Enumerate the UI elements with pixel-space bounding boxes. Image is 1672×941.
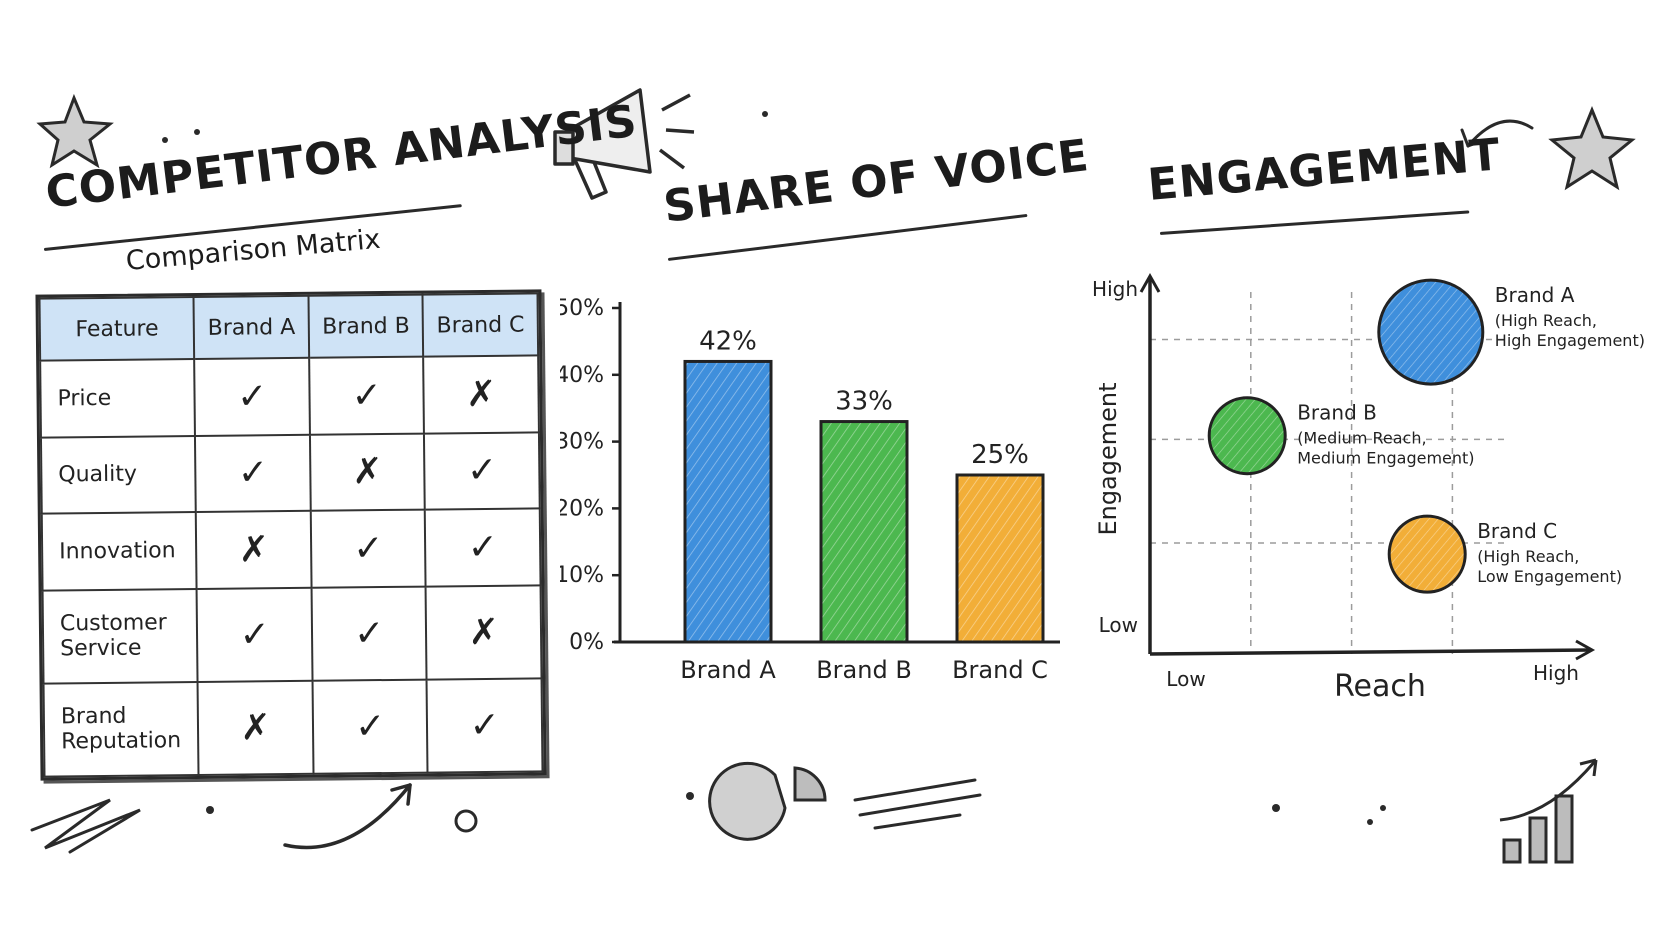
bubble-brand-a xyxy=(1377,278,1485,386)
table-row: Brand Reputation ✗ ✓ ✓ xyxy=(43,678,543,777)
megaphone-icon xyxy=(553,88,695,200)
bubble-label: Brand A xyxy=(1495,283,1575,307)
table-row: Price ✓ ✓ ✗ xyxy=(40,355,539,438)
x-axis-title: Reach xyxy=(1334,669,1426,704)
column-header-brand-a: Brand A xyxy=(193,295,310,360)
feature-cell: Innovation xyxy=(41,512,197,591)
bubble-label: Brand C xyxy=(1477,519,1557,543)
x-axis-arrow xyxy=(1575,639,1596,661)
x-axis xyxy=(1149,648,1591,656)
y-tick-label-low: Low xyxy=(1099,613,1138,637)
category-label: Brand C xyxy=(952,656,1048,684)
y-tick-label: 40% xyxy=(560,363,604,388)
bar-value-label: 33% xyxy=(835,387,893,417)
bubble-note: High Engagement) xyxy=(1495,331,1645,350)
bar-brand-b xyxy=(819,420,909,644)
star-icon xyxy=(36,93,114,169)
mark-cell: ✓ xyxy=(310,509,426,588)
y-tick-label: 50% xyxy=(560,296,604,321)
star-icon xyxy=(1548,106,1636,191)
feature-cell: Quality xyxy=(40,435,197,514)
feature-cell: Brand Reputation xyxy=(43,681,199,777)
bar-brand-c xyxy=(955,473,1045,644)
table-row: Quality ✓ ✗ ✓ xyxy=(40,432,540,514)
mark-cell: ✗ xyxy=(309,433,426,512)
engagement-bubble-chart: High Low Low High Reach Engagement Brand A (Hig… xyxy=(1092,272,1645,704)
circle-doodle xyxy=(454,809,478,833)
feature-cell: Customer Service xyxy=(42,588,198,684)
y-tick-label: 30% xyxy=(560,430,604,455)
comparison-matrix-table: Feature Brand A Brand B Brand C Price ✓ … xyxy=(35,289,547,781)
bubble-note: (Medium Reach, xyxy=(1297,429,1426,448)
mark-cell: ✓ xyxy=(425,508,541,587)
y-axis-title: Engagement xyxy=(1094,382,1122,535)
bubble-brand-c xyxy=(1387,514,1467,594)
bubble-note: (High Reach, xyxy=(1495,311,1597,330)
mark-cell: ✗ xyxy=(425,585,542,680)
bubble-label: Brand B xyxy=(1297,401,1377,425)
x-tick-label-high: High xyxy=(1533,661,1579,685)
y-tick-label: 10% xyxy=(560,563,604,588)
table-row: Customer Service ✓ ✓ ✗ xyxy=(42,585,542,684)
mark-cell: ✓ xyxy=(196,587,313,682)
table-header-row: Feature Brand A Brand B Brand C xyxy=(39,293,539,361)
column-header-brand-c: Brand C xyxy=(422,293,539,357)
mark-cell: ✓ xyxy=(426,678,543,773)
bubble-note: Medium Engagement) xyxy=(1297,449,1474,468)
bar-value-label: 25% xyxy=(971,440,1029,470)
x-tick-label-low: Low xyxy=(1166,667,1205,691)
column-header-feature: Feature xyxy=(39,297,195,361)
mark-cell: ✓ xyxy=(195,434,311,513)
bar-brand-a xyxy=(683,359,773,644)
scribble-icon xyxy=(30,798,141,854)
bubble-note: Low Engagement) xyxy=(1477,567,1622,586)
y-tick-label: 0% xyxy=(569,630,604,655)
category-label: Brand A xyxy=(680,656,776,684)
bubble-brand-b xyxy=(1207,396,1287,476)
mark-cell: ✗ xyxy=(197,680,314,775)
mark-cell: ✗ xyxy=(196,511,312,589)
arrow-icon xyxy=(283,783,412,850)
y-axis-arrow xyxy=(1139,272,1161,293)
pie-chart-icon xyxy=(708,761,827,841)
column-header-brand-b: Brand B xyxy=(308,294,424,358)
mark-cell: ✓ xyxy=(424,432,540,510)
bar-value-label: 42% xyxy=(699,326,757,356)
category-label: Brand B xyxy=(816,656,912,684)
growth-chart-icon xyxy=(1499,758,1598,864)
arrow-icon xyxy=(1460,119,1534,148)
mark-cell: ✓ xyxy=(312,679,428,774)
table-row: Innovation ✗ ✓ ✓ xyxy=(41,508,541,591)
bubble-note: (High Reach, xyxy=(1477,547,1579,566)
mark-cell: ✓ xyxy=(194,357,310,436)
share-of-voice-bar-chart: 0% 10% 20% 30% 40% 50% 42% Brand A 33% Brand B 25%… xyxy=(560,296,1060,684)
y-tick-label-high: High xyxy=(1092,277,1138,301)
mark-cell: ✓ xyxy=(309,356,425,435)
y-tick-label: 20% xyxy=(560,496,604,521)
feature-cell: Price xyxy=(40,359,196,438)
mark-cell: ✓ xyxy=(311,586,427,681)
mark-cell: ✗ xyxy=(423,355,539,434)
